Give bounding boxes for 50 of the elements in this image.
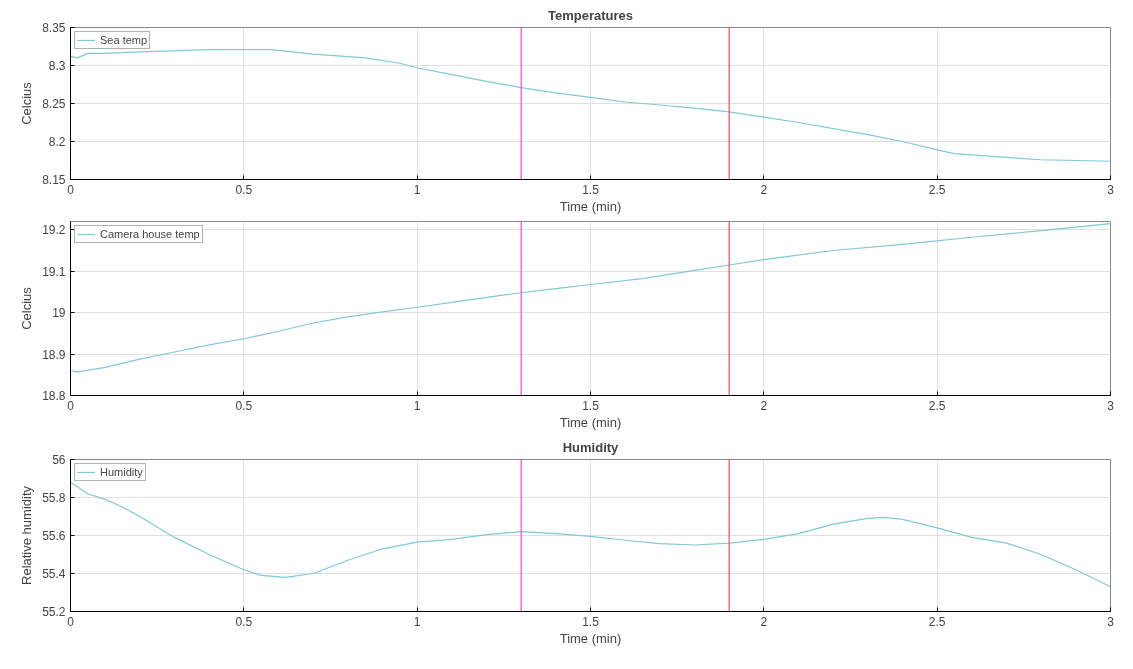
x-tick-label: 2.5	[928, 182, 946, 197]
x-tick-label: 2	[760, 614, 768, 629]
x-tick-label: 0.5	[235, 182, 253, 197]
x-tick-label: 0	[67, 182, 75, 197]
x-axis-title: Time (min)	[559, 414, 622, 430]
y-tick-label: 55.6	[42, 529, 66, 543]
x-tick-label: 3	[1107, 398, 1115, 413]
y-tick-label: 18.8	[42, 389, 66, 403]
x-axis-title: Time (min)	[559, 198, 622, 214]
y-tick-label: 55.2	[42, 605, 66, 619]
x-tick-label: 1	[413, 398, 421, 413]
x-tick-label: 1	[413, 614, 421, 629]
line-series	[70, 48, 1111, 162]
x-tick-label: 1.5	[582, 182, 600, 197]
y-tick-label: 55.8	[42, 491, 66, 505]
x-tick-label: 1.5	[582, 614, 600, 629]
y-tick-label: 56	[52, 453, 66, 467]
legend-label: Humidity	[100, 466, 143, 478]
x-tick-label: 2.5	[928, 614, 946, 629]
x-tick-label: 2	[760, 182, 768, 197]
y-tick-label: 19.1	[42, 264, 66, 279]
x-axis-title: Time (min)	[559, 630, 622, 646]
y-tick-label: 55.4	[42, 567, 66, 581]
x-tick-label: 0	[67, 614, 75, 629]
y-tick-label: 19.2	[42, 223, 66, 238]
x-tick-label: 0.5	[235, 614, 253, 629]
y-axis-title: Celcius	[19, 286, 35, 330]
x-tick-label: 1.5	[582, 398, 600, 413]
legend-label: Camera house temp	[100, 228, 200, 240]
chart-title: Temperatures	[547, 7, 634, 23]
chart-title: Humidity	[562, 439, 620, 455]
x-tick-label: 3	[1107, 614, 1115, 629]
x-tick-label: 2.5	[928, 398, 946, 413]
y-axis-title: Relative humidity	[19, 485, 35, 585]
y-tick-label: 8.35	[42, 21, 66, 35]
y-tick-label: 8.15	[42, 173, 66, 187]
y-tick-label: 8.25	[42, 97, 66, 111]
y-tick-label: 19	[52, 306, 66, 321]
y-tick-label: 18.9	[42, 347, 66, 362]
line-series	[70, 481, 1111, 588]
y-tick-label: 8.3	[48, 59, 66, 73]
x-tick-label: 0.5	[235, 398, 253, 413]
x-tick-label: 0	[67, 398, 75, 413]
x-tick-label: 1	[413, 182, 421, 197]
y-tick-label: 8.2	[48, 135, 66, 149]
x-tick-label: 3	[1107, 182, 1115, 197]
y-axis-title: Celcius	[19, 81, 35, 125]
line-series	[70, 222, 1111, 373]
legend-label: Sea temp	[100, 34, 148, 46]
x-tick-label: 2	[760, 398, 768, 413]
